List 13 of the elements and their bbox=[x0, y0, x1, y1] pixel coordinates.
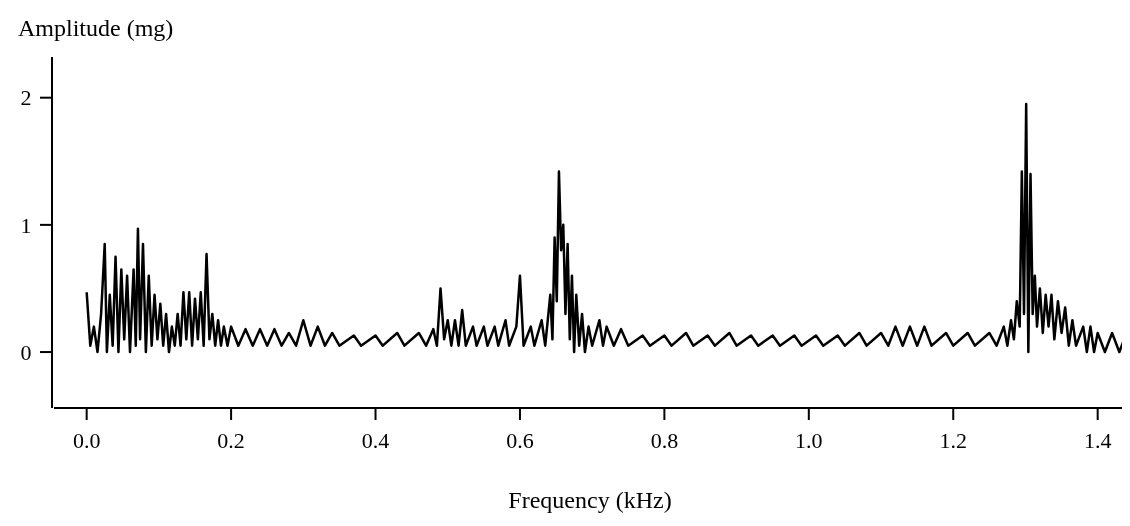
x-tick-label: 1.4 bbox=[1083, 428, 1112, 453]
y-axis-title: Amplitude (mg) bbox=[18, 15, 174, 41]
x-tick-label: 0.6 bbox=[506, 428, 534, 453]
x-tick-label: 0.0 bbox=[72, 428, 101, 453]
x-axis-title: Frequency (kHz) bbox=[508, 487, 672, 513]
x-tick-label: 0.2 bbox=[217, 428, 245, 453]
x-tick-label: 0.8 bbox=[650, 428, 679, 453]
y-tick-label: 0 bbox=[20, 339, 32, 365]
x-tick-label: 1.2 bbox=[939, 428, 967, 453]
y-tick-label: 1 bbox=[20, 212, 32, 238]
y-tick-label: 2 bbox=[20, 85, 32, 111]
x-tick-label: 0.4 bbox=[361, 428, 390, 453]
x-tick-label: 1.0 bbox=[795, 428, 823, 453]
